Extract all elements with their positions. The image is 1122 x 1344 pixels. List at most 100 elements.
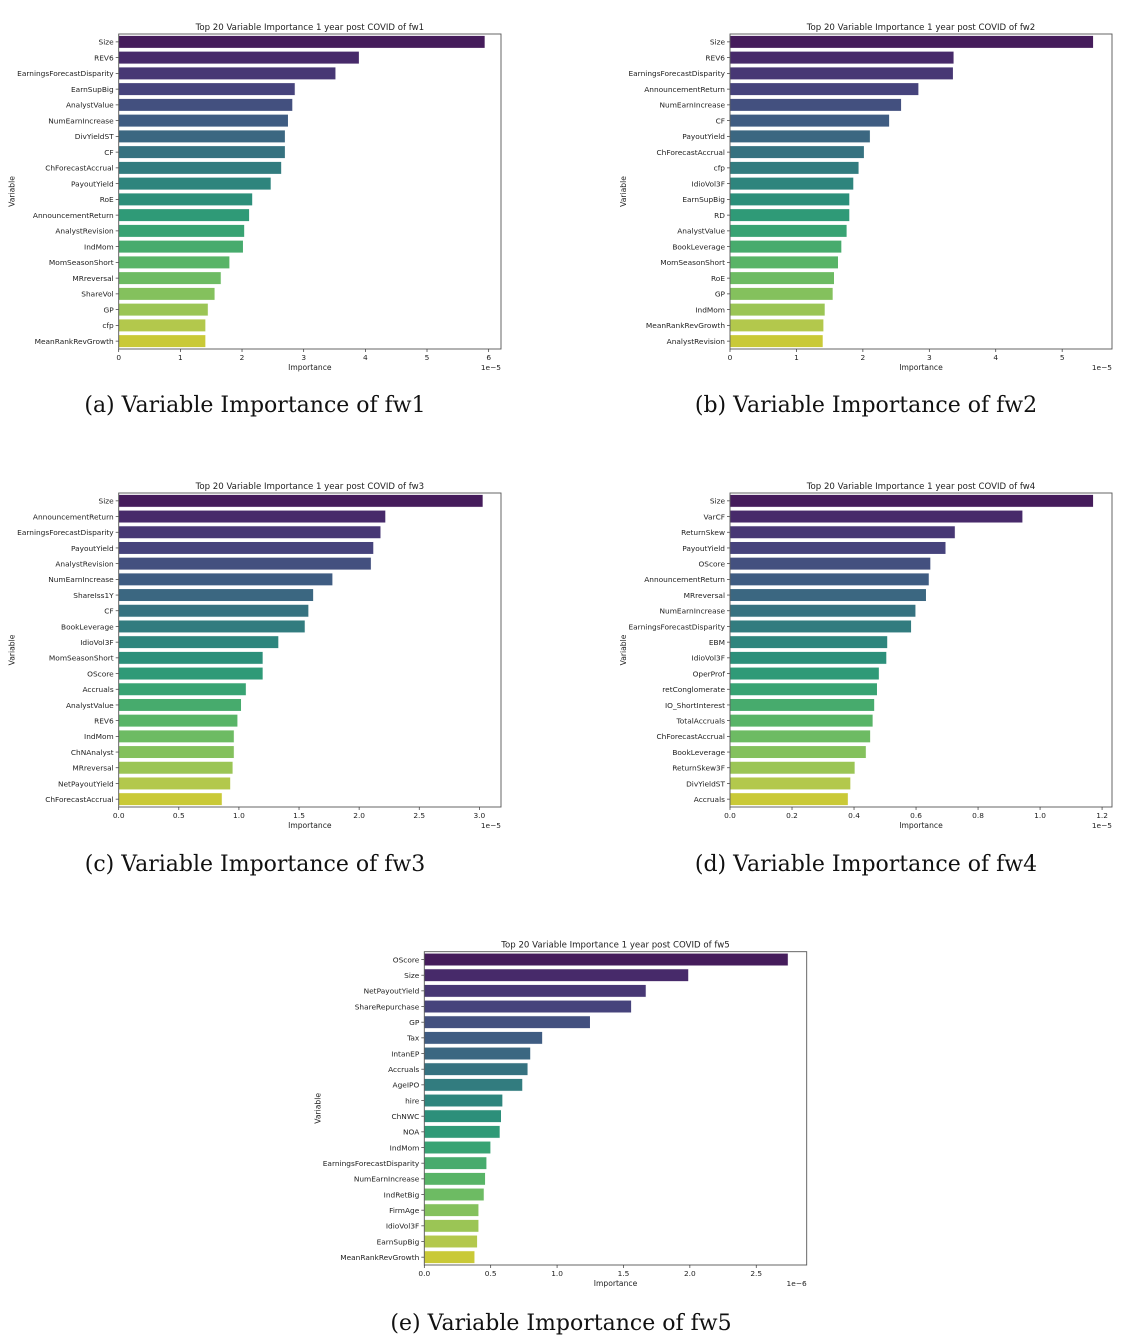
x-tick-label: 2.0 (353, 811, 365, 820)
y-tick-label: OScore (87, 669, 114, 678)
bar-GP (424, 1015, 591, 1029)
bar-RoE (729, 271, 835, 285)
y-tick-label: ReturnSkew (681, 528, 725, 537)
y-tick-label: AnalystRevision (55, 227, 114, 236)
y-tick-label: Accruals (388, 1065, 419, 1074)
x-tick-label: 1.0 (233, 811, 245, 820)
bar-REV6 (729, 51, 955, 65)
bar-MomSeasonShort (118, 651, 264, 665)
bar-IdioVol3F (729, 177, 854, 191)
y-tick-label: BookLeverage (61, 622, 114, 631)
x-axis-label: Importance (899, 821, 943, 830)
y-tick-label: EarningsForecastDisparity (17, 69, 114, 78)
x-axis-label: Importance (594, 1279, 638, 1288)
bar-EarningsForecastDisparity (729, 66, 954, 80)
bar-MeanRankRevGrowth (118, 334, 206, 348)
bar-EBM (729, 635, 888, 649)
bar-IdioVol3F (118, 635, 279, 649)
x-offset-label: 1e−5 (481, 363, 501, 372)
bar-ChForecastAccrual (118, 792, 223, 806)
bar-ShareIss1Y (118, 588, 314, 602)
bar-MomSeasonShort (729, 255, 839, 269)
x-offset-label: 1e−6 (787, 1279, 807, 1288)
bar-AnalystRevision (729, 334, 824, 348)
bar-retConglomerate (729, 682, 878, 696)
y-tick-label: PayoutYield (71, 544, 114, 553)
y-tick-label: CF (716, 116, 725, 125)
bar-MRreversal (729, 588, 927, 602)
y-tick-label: RoE (100, 195, 114, 204)
y-tick-label: NumEarnIncrease (660, 101, 726, 110)
bar-NumEarnIncrease (424, 1172, 486, 1186)
y-tick-label: NetPayoutYield (364, 987, 420, 996)
y-tick-label: Tax (406, 1034, 420, 1043)
x-tick-label: 0.6 (910, 811, 922, 820)
bar-CF (118, 145, 286, 159)
bar-AnalystRevision (118, 557, 372, 571)
bar-hire (424, 1093, 503, 1108)
y-tick-label: IndRetBig (384, 1190, 420, 1199)
chart-fw3: Top 20 Variable Importance 1 year post C… (8, 482, 502, 830)
y-axis-label: Variable (8, 634, 17, 665)
y-tick-label: AnalystRevision (55, 559, 114, 568)
y-tick-label: REV6 (94, 53, 114, 62)
bar-OScore (118, 666, 264, 681)
y-tick-label: ReturnSkew3F (672, 764, 725, 773)
bar-PayoutYield (118, 541, 374, 555)
chart-panel-b: Top 20 Variable Importance 1 year post C… (561, 0, 1122, 440)
bar-CF (118, 604, 309, 618)
y-tick-label: MeanRankRevGrowth (35, 337, 114, 346)
y-tick-label: MeanRankRevGrowth (646, 321, 725, 330)
bar-TotalAccruals (729, 714, 874, 728)
plot-frame (423, 951, 808, 1266)
y-tick-label: OScore (698, 559, 725, 568)
bar-VarCF (729, 509, 1024, 524)
bar-EarningsForecastDisparity (424, 1156, 488, 1170)
chart-fw5: Top 20 Variable Importance 1 year post C… (313, 941, 808, 1288)
x-tick-label: 3 (301, 353, 306, 362)
x-tick-label: 1.5 (618, 1269, 630, 1278)
bar-ChForecastAccrual (729, 145, 865, 159)
y-tick-label: PayoutYield (71, 179, 114, 188)
bar-MomSeasonShort (118, 255, 230, 269)
y-tick-label: cfp (102, 321, 114, 330)
bar-OScore (424, 952, 789, 967)
bar-AnalystValue (118, 698, 242, 712)
bar-EarnSupBig (729, 192, 850, 206)
y-tick-label: IndMom (390, 1143, 420, 1152)
y-tick-label: MRreversal (72, 274, 113, 283)
y-tick-label: IntanEP (391, 1049, 420, 1058)
bar-OScore (729, 557, 931, 571)
y-tick-label: AnalystRevision (667, 337, 726, 346)
bar-cfp (118, 318, 206, 332)
bar-NetPayoutYield (118, 776, 231, 791)
bar-EarnSupBig (424, 1234, 478, 1249)
y-tick-label: DivYieldST (75, 132, 114, 141)
y-tick-label: MomSeasonShort (49, 258, 114, 267)
x-tick-label: 1 (178, 353, 183, 362)
bar-NumEarnIncrease (729, 98, 902, 112)
bar-BookLeverage (729, 240, 842, 254)
y-tick-label: Size (99, 497, 115, 506)
y-axis-label: Variable (619, 634, 628, 665)
bar-NumEarnIncrease (118, 572, 333, 586)
y-tick-label: ChForecastAccrual (657, 148, 725, 157)
y-tick-label: EarnSupBig (682, 195, 725, 204)
x-offset-label: 1e−5 (1092, 821, 1112, 830)
y-tick-label: NumEarnIncrease (354, 1175, 420, 1184)
y-tick-label: IndMom (84, 732, 114, 741)
bar-Size (424, 968, 689, 982)
y-tick-label: EBM (709, 638, 725, 647)
y-tick-label: ChNWC (391, 1112, 419, 1121)
bar-CF (729, 114, 890, 128)
y-tick-label: PayoutYield (682, 132, 725, 141)
y-tick-label: MRreversal (684, 591, 725, 600)
x-tick-label: 2 (240, 353, 245, 362)
chart-title: Top 20 Variable Importance 1 year post C… (500, 941, 730, 951)
y-tick-label: AnnouncementReturn (644, 575, 725, 584)
bar-RoE (118, 192, 253, 206)
x-tick-label: 0.2 (786, 811, 798, 820)
x-tick-label: 1.2 (1096, 811, 1108, 820)
y-tick-label: ChForecastAccrual (45, 795, 113, 804)
plot-frame (118, 492, 502, 808)
